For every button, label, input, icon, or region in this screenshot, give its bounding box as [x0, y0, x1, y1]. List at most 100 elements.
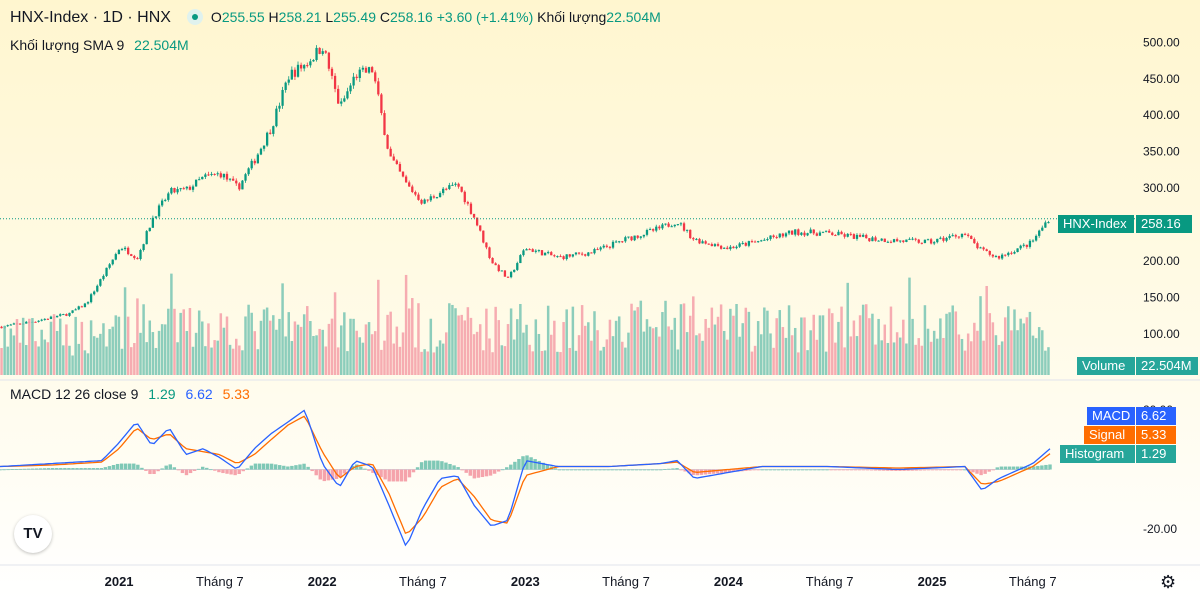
volume-bar [475, 331, 479, 375]
macd-line [0, 409, 1051, 547]
macd-histogram-bar [346, 469, 351, 471]
price-candle [809, 229, 812, 234]
volume-bar [883, 324, 887, 375]
macd-histogram-bar [630, 469, 635, 471]
volume-bar [235, 338, 238, 375]
volume-bar [188, 308, 192, 375]
volume-bar [71, 355, 74, 375]
volume-bar [80, 321, 84, 375]
macd-histogram-bar [663, 469, 667, 470]
volume-bar [806, 350, 809, 375]
macd-histogram-bar [711, 469, 716, 474]
time-axis-tick: 2024 [714, 574, 744, 589]
volume-bar [435, 346, 439, 375]
volume-bar [923, 305, 927, 375]
price-candle [911, 238, 914, 240]
volume-bar [395, 326, 399, 375]
price-candle [6, 325, 9, 327]
price-candle [451, 184, 454, 186]
volume-sma-legend[interactable]: Khối lượng SMA 9 22.504M [10, 37, 189, 53]
macd-histogram-bar [890, 469, 894, 471]
macd-histogram-bar [492, 469, 497, 474]
macd-histogram-bar [646, 469, 651, 471]
price-candle [584, 254, 587, 256]
price-candle [222, 173, 226, 178]
macd-histogram-bar [213, 469, 217, 471]
price-candle [188, 186, 192, 190]
volume-bar [574, 350, 578, 375]
price-candle [967, 234, 970, 236]
tradingview-logo-icon[interactable]: TV [14, 515, 52, 553]
price-candle [333, 75, 337, 89]
close-label: C [379, 9, 391, 25]
symbol-title[interactable]: HNX-Index · 1D · HNX [10, 9, 171, 26]
macd-histogram-bar [128, 463, 132, 470]
price-candle [346, 91, 349, 99]
volume-bar [1041, 330, 1044, 375]
price-candle [127, 247, 130, 255]
price-candle [516, 263, 519, 270]
volume-bar [306, 306, 309, 375]
volume-bar [994, 335, 998, 375]
price-candle [25, 321, 28, 324]
macd-legend[interactable]: MACD 12 26 close 9 1.29 6.62 5.33 [10, 386, 250, 402]
volume-bar [855, 336, 859, 375]
price-candle [185, 186, 188, 189]
price-candle [556, 256, 559, 258]
price-candle [426, 199, 429, 201]
macd-histogram-bar [865, 469, 870, 471]
macd-histogram-bar [1007, 466, 1012, 470]
price-candle [704, 241, 707, 244]
volume-bar [9, 328, 13, 375]
macd-histogram-bar [200, 466, 205, 470]
macd-histogram-bar [667, 468, 671, 470]
price-candle [80, 306, 83, 308]
macd-histogram-bar [160, 468, 164, 470]
price-candle [290, 69, 293, 80]
price-candle [763, 239, 766, 241]
histogram-value-tag: 1.29 [1136, 445, 1176, 463]
macd-histogram-bar [168, 464, 172, 470]
price-candle [457, 183, 460, 187]
volume-bar [253, 331, 257, 375]
volume-bar [265, 307, 269, 375]
volume-bar [787, 305, 791, 375]
high-label: H [268, 9, 279, 25]
price-candle [429, 196, 432, 201]
macd-histogram-bar [650, 469, 655, 471]
macd-histogram-bar [521, 456, 525, 470]
macd-histogram-bar [42, 468, 47, 470]
macd-histogram-bar [732, 469, 736, 473]
volume-bar [673, 317, 677, 375]
price-candle [608, 246, 612, 248]
volume-bar [827, 308, 831, 375]
volume-bar [111, 326, 114, 375]
price-candle [324, 51, 327, 53]
macd-histogram-bar [1023, 466, 1028, 470]
settings-gear-icon[interactable]: ⚙ [1160, 572, 1177, 592]
macd-histogram-bar [468, 469, 472, 476]
volume-bar [3, 325, 6, 375]
volume-bar [207, 323, 210, 375]
macd-histogram-bar [610, 469, 614, 471]
market-status-icon[interactable] [186, 9, 203, 26]
price-candle [506, 276, 510, 278]
price-candle [318, 47, 321, 54]
volume-bar [525, 324, 528, 375]
price-candle [892, 239, 896, 243]
price-candle [380, 94, 383, 114]
volume-bar [624, 347, 627, 375]
macd-histogram-bar [22, 468, 27, 470]
price-candle [614, 241, 618, 243]
volume-bar [488, 338, 491, 375]
volume-bar [105, 346, 108, 375]
price-candle [404, 176, 408, 183]
volume-bar [991, 322, 995, 375]
price-candle [837, 231, 840, 236]
price-candle [574, 252, 578, 255]
volume-bar [892, 342, 896, 375]
macd-histogram-bar [861, 469, 866, 471]
price-candle [145, 231, 148, 245]
